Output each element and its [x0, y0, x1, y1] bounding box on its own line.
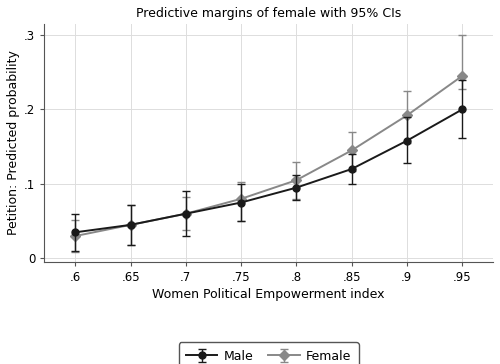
Legend: Male, Female: Male, Female: [178, 342, 359, 364]
X-axis label: Women Political Empowerment index: Women Political Empowerment index: [152, 288, 385, 301]
Title: Predictive margins of female with 95% CIs: Predictive margins of female with 95% CI…: [136, 7, 402, 20]
Y-axis label: Petition: Predicted probability: Petition: Predicted probability: [7, 51, 20, 236]
